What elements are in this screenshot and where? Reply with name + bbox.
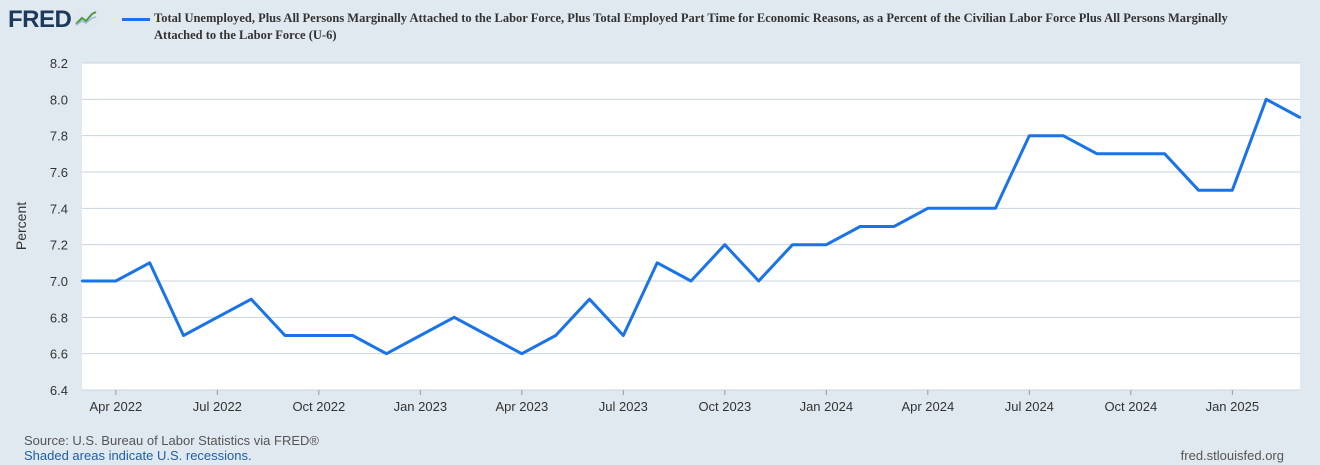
data-point [892, 225, 896, 228]
x-tick-label: Oct 2023 [698, 399, 751, 414]
series-title: Total Unemployed, Plus All Persons Margi… [154, 11, 1228, 42]
y-tick-label: 6.8 [50, 310, 68, 325]
x-tick-label: Apr 2022 [89, 399, 142, 414]
data-point [317, 334, 321, 337]
x-tick-label: Apr 2023 [495, 399, 548, 414]
chart-legend: Total Unemployed, Plus All Persons Margi… [122, 10, 1242, 44]
y-tick-label: 6.4 [50, 383, 68, 398]
data-point [655, 261, 659, 265]
data-point [182, 334, 185, 337]
data-point [148, 261, 151, 265]
x-tick-label: Oct 2024 [1104, 399, 1157, 414]
y-tick-label: 7.4 [50, 201, 68, 216]
data-point [1231, 188, 1234, 192]
x-tick-label: Jul 2022 [193, 399, 242, 414]
data-point [926, 207, 930, 210]
data-point [1129, 152, 1133, 156]
x-tick-label: Apr 2024 [901, 399, 954, 414]
data-point [994, 207, 997, 210]
x-tick-label: Jan 2024 [800, 399, 854, 414]
y-tick-label: 6.6 [50, 347, 68, 362]
chart-line-icon [74, 8, 99, 32]
data-point [1061, 134, 1065, 137]
recessions-note[interactable]: Shaded areas indicate U.S. recessions. [24, 448, 252, 463]
y-tick-label: 8.0 [50, 92, 68, 107]
plot-area [82, 63, 1300, 390]
y-tick-label: 7.8 [50, 129, 68, 144]
footer-source: Source: U.S. Bureau of Labor Statistics … [24, 433, 319, 463]
data-point [1298, 116, 1302, 119]
data-point [858, 225, 862, 228]
data-point [249, 297, 253, 301]
x-tick-label: Jul 2024 [1005, 399, 1054, 414]
data-point [554, 334, 557, 337]
data-point [80, 279, 84, 283]
data-point [1028, 134, 1031, 137]
series-layer [80, 97, 1302, 356]
data-point [723, 243, 727, 246]
data-point [1163, 152, 1166, 156]
data-point [622, 334, 625, 337]
data-point [419, 334, 422, 337]
x-axis-ticks: Apr 2022 Jul 2022 Oct 2022 Jan 2023 Apr 2023… [89, 390, 1259, 414]
y-tick-label: 7.0 [50, 274, 68, 289]
source-text: Source: U.S. Bureau of Labor Statistics … [24, 433, 319, 448]
x-tick-label: Jan 2023 [394, 399, 448, 414]
y-axis-ticks: 6.4 6.6 6.8 7.0 7.2 7.4 7.6 7.8 8.0 8.2 [50, 56, 68, 398]
legend-swatch [122, 18, 150, 21]
y-tick-label: 7.6 [50, 165, 68, 180]
fred-logo[interactable]: FRED [8, 6, 99, 34]
data-point [114, 279, 118, 283]
data-point [1264, 98, 1268, 101]
y-axis-label: Percent [13, 202, 29, 250]
y-tick-label: 8.2 [50, 56, 68, 71]
data-point [283, 334, 287, 337]
data-point [385, 352, 388, 355]
data-point [351, 334, 354, 337]
data-point [791, 243, 794, 246]
data-point [757, 279, 760, 283]
data-point [825, 243, 828, 246]
data-point [520, 352, 524, 355]
data-point [452, 316, 456, 319]
x-tick-label: Jul 2023 [599, 399, 648, 414]
x-tick-label: Jan 2025 [1206, 399, 1260, 414]
x-tick-label: Oct 2022 [292, 399, 345, 414]
data-point [1095, 152, 1099, 156]
data-point [1197, 188, 1200, 192]
data-point [216, 316, 219, 319]
site-link[interactable]: fred.stlouisfed.org [1180, 448, 1284, 463]
y-tick-label: 7.2 [50, 238, 68, 253]
data-point [689, 279, 693, 283]
line-chart: 6.4 6.6 6.8 7.0 7.2 7.4 7.6 7.8 8.0 8.2 Apr 2022 J… [13, 56, 1302, 414]
logo-text: FRED [8, 6, 72, 33]
data-point [588, 297, 591, 301]
data-point [960, 207, 963, 210]
data-point [486, 334, 490, 337]
